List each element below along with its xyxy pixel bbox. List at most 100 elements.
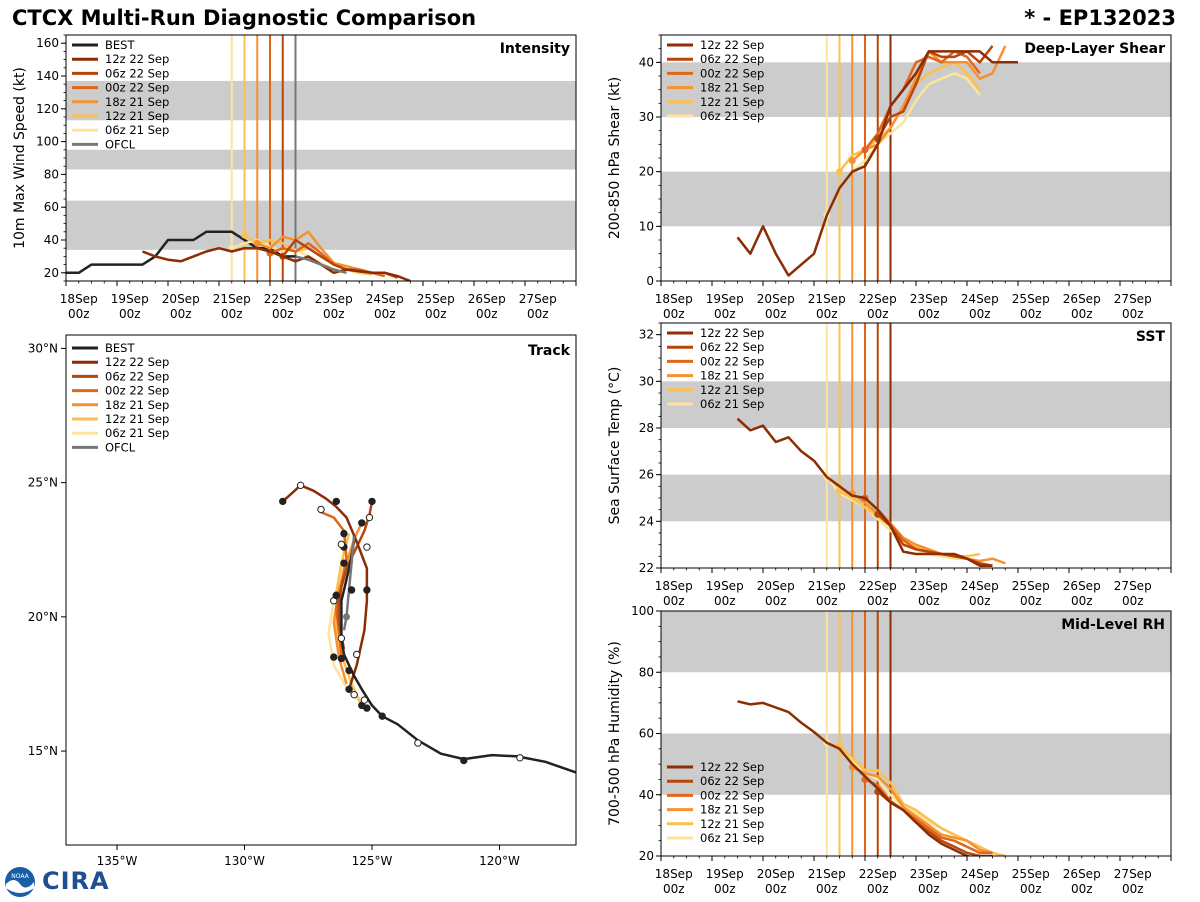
track-best-marker <box>516 754 524 762</box>
intensity-run-start-dot <box>253 239 261 247</box>
shear-legend-label: 00z 22 Sep <box>700 66 764 80</box>
sst-xtick-date: 22Sep <box>859 579 897 593</box>
sst-xtick-date: 19Sep <box>706 579 744 593</box>
track-legend-label: 00z 22 Sep <box>105 384 169 398</box>
intensity-legend-label: OFCL <box>105 137 136 151</box>
intensity-panel: 2040608010012014016018Sep00z19Sep00z20Se… <box>12 34 577 321</box>
intensity-ylabel: 10m Max Wind Speed (kt) <box>12 67 28 249</box>
track-legend-label: 12z 22 Sep <box>105 355 169 369</box>
intensity-ytick-label: 20 <box>44 266 59 280</box>
intensity-band <box>66 200 576 250</box>
sst-xtick-hour: 00z <box>714 594 736 608</box>
shear-legend-label: 06z 22 Sep <box>700 52 764 66</box>
sst-plot-area <box>661 323 1171 568</box>
intensity-xtick-date: 20Sep <box>162 292 200 306</box>
shear-xtick-date: 18Sep <box>655 292 693 306</box>
track-run-marker <box>330 653 338 661</box>
track-plot-area <box>66 335 576 845</box>
shear-run-line <box>736 50 1018 277</box>
track-run-marker <box>337 634 346 643</box>
track-xtick-label: 125°W <box>352 854 393 868</box>
intensity-legend-label: 12z 21 Sep <box>105 109 169 123</box>
shear-panel: 01020304018Sep00z19Sep00z20Sep00z21Sep00… <box>607 34 1172 321</box>
intensity-xtick-date: 21Sep <box>213 292 251 306</box>
rh-title: Mid-Level RH <box>1061 617 1165 633</box>
shear-xtick-date: 24Sep <box>961 292 999 306</box>
sst-run-line <box>736 417 993 567</box>
track-ytick-label: 30°N <box>28 341 58 355</box>
intensity-xtick-hour: 00z <box>170 307 192 321</box>
rh-xtick-date: 23Sep <box>910 867 948 881</box>
shear-xtick-hour: 00z <box>663 307 685 321</box>
track-run-line <box>281 484 369 690</box>
shear-xtick-hour: 00z <box>1122 307 1144 321</box>
rh-xtick-hour: 00z <box>816 882 838 896</box>
intensity-xtick-hour: 00z <box>476 307 498 321</box>
intensity-xtick-date: 18Sep <box>60 292 98 306</box>
shear-xtick-date: 20Sep <box>757 292 795 306</box>
shear-xtick-hour: 00z <box>1071 307 1093 321</box>
sst-legend-label: 12z 22 Sep <box>700 326 764 340</box>
intensity-xtick-hour: 00z <box>323 307 345 321</box>
sst-ytick-label: 30 <box>639 374 654 388</box>
shear-ytick-label: 40 <box>639 55 654 69</box>
track-run-marker <box>368 497 376 506</box>
intensity-legend-label: 06z 22 Sep <box>105 66 169 80</box>
track-run-marker <box>358 519 366 527</box>
intensity-plot-area <box>66 35 576 281</box>
intensity-xtick-date: 24Sep <box>366 292 404 306</box>
shear-xtick-date: 26Sep <box>1063 292 1101 306</box>
track-run-marker <box>363 543 371 551</box>
intensity-xtick-date: 25Sep <box>417 292 455 306</box>
track-ytick-label: 25°N <box>28 476 58 490</box>
intensity-ytick-label: 60 <box>44 200 59 214</box>
sst-xtick-hour: 00z <box>1020 594 1042 608</box>
shear-ytick-label: 10 <box>639 219 654 233</box>
rh-ylabel: 700-500 hPa Humidity (%) <box>607 641 623 826</box>
shear-ylabel: 200-850 hPa Shear (kt) <box>607 77 623 239</box>
track-ocean <box>66 335 576 845</box>
rh-run-line <box>737 700 993 856</box>
rh-ytick-label: 20 <box>639 849 654 863</box>
sst-xtick-date: 23Sep <box>910 579 948 593</box>
shear-run-start-dot <box>848 157 856 165</box>
track-run-marker <box>296 481 305 490</box>
shear-ytick-label: 20 <box>639 165 654 179</box>
sst-xtick-hour: 00z <box>816 594 838 608</box>
rh-xtick-hour: 00z <box>918 882 940 896</box>
rh-xtick-hour: 00z <box>1071 882 1093 896</box>
storm-id: * - EP132023 <box>1024 6 1176 30</box>
shear-run-start-dot <box>836 168 843 176</box>
rh-xtick-date: 21Sep <box>808 867 846 881</box>
track-best-marker <box>360 696 369 704</box>
track-run-marker <box>332 591 340 600</box>
intensity-xtick-date: 19Sep <box>111 292 149 306</box>
sst-xtick-hour: 00z <box>765 594 787 608</box>
shear-legend-label: 12z 21 Sep <box>700 95 764 109</box>
track-run-marker <box>340 529 348 538</box>
shear-xtick-hour: 00z <box>969 307 991 321</box>
track-ytick-label: 20°N <box>28 610 58 624</box>
track-run-marker <box>317 505 325 514</box>
shear-xtick-hour: 00z <box>714 307 736 321</box>
shear-xtick-hour: 00z <box>816 307 838 321</box>
sst-xtick-hour: 00z <box>918 594 940 608</box>
rh-legend-label: 06z 21 Sep <box>700 831 764 845</box>
sst-run-line <box>876 513 993 567</box>
rh-legend-label: 06z 22 Sep <box>700 774 764 788</box>
sst-legend-label: 18z 21 Sep <box>700 369 764 383</box>
track-run-marker <box>345 685 353 694</box>
track-ytick-label: 15°N <box>28 744 58 758</box>
track-legend-label: 06z 21 Sep <box>105 426 169 440</box>
intensity-legend-label: 00z 22 Sep <box>105 81 169 95</box>
sst-legend-label: 06z 22 Sep <box>700 340 764 354</box>
sst-legend-label: 12z 21 Sep <box>700 383 764 397</box>
intensity-title: Intensity <box>500 41 570 57</box>
track-best-marker <box>414 739 422 747</box>
track-run-marker <box>363 586 371 594</box>
noaa-icon: NOAA <box>5 867 35 897</box>
sst-xtick-hour: 00z <box>663 594 685 608</box>
page-title: CTCX Multi-Run Diagnostic Comparison <box>12 6 477 30</box>
track-xtick-label: 120°W <box>479 854 520 868</box>
rh-ytick-label: 40 <box>639 788 654 802</box>
